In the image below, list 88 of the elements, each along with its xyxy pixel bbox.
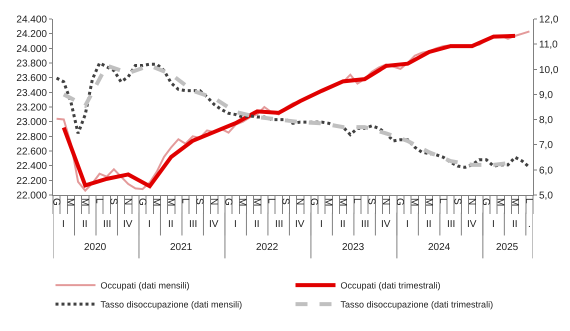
x-tick-label: N bbox=[380, 198, 391, 206]
text: II bbox=[168, 219, 174, 230]
x-tick-label: N bbox=[466, 198, 477, 206]
x-tick-label: M bbox=[236, 198, 248, 206]
text: I bbox=[148, 219, 151, 230]
text: III bbox=[361, 219, 370, 230]
text: 2023 bbox=[342, 242, 365, 253]
text: IV bbox=[381, 219, 391, 230]
legend-label: Occupati (dati trimestrali) bbox=[340, 280, 441, 291]
text: III bbox=[103, 219, 112, 230]
x-tick-label: N bbox=[122, 198, 133, 206]
y2-tick-label: 6,0 bbox=[539, 165, 554, 176]
x-tick-label: N bbox=[294, 198, 305, 206]
text: III bbox=[447, 219, 456, 230]
y-tick-label: 22.000 bbox=[16, 190, 48, 202]
y2-tick-label: 9,0 bbox=[539, 90, 554, 101]
y-tick-label: 22.800 bbox=[16, 132, 48, 143]
x-tick-label: M bbox=[150, 198, 162, 206]
y2-tick-label: 7,0 bbox=[539, 140, 554, 152]
text: I bbox=[62, 219, 65, 230]
y-tick-label: 23.400 bbox=[16, 88, 48, 99]
x-tick-label: N bbox=[208, 198, 219, 206]
text: II bbox=[340, 219, 346, 230]
text: II bbox=[512, 219, 518, 230]
text: IV bbox=[123, 219, 133, 230]
text: IV bbox=[467, 219, 477, 230]
x-tick-label: M bbox=[336, 198, 348, 206]
text: . bbox=[528, 219, 531, 230]
x-tick-label: L bbox=[93, 198, 104, 204]
y-tick-label: 22.200 bbox=[16, 176, 48, 187]
x-tick-label: G bbox=[136, 198, 148, 206]
text: II bbox=[82, 219, 88, 230]
text: 2022 bbox=[256, 242, 279, 253]
text: 2025 bbox=[496, 242, 519, 253]
y2-tick-label: 10,0 bbox=[539, 64, 559, 76]
y-tick-label: 23.000 bbox=[16, 117, 48, 128]
text: 2020 bbox=[84, 242, 107, 253]
text: III bbox=[275, 219, 284, 230]
text: II bbox=[254, 219, 260, 230]
legend-label: Tasso disoccupazione (dati trimestrali) bbox=[340, 300, 494, 310]
x-tick-label: M bbox=[408, 198, 420, 206]
x-tick-label: G bbox=[222, 198, 234, 206]
x-tick-label: M bbox=[250, 198, 262, 206]
text: I bbox=[320, 219, 323, 230]
x-tick-label: M bbox=[78, 198, 90, 206]
x-tick-label: M bbox=[322, 198, 334, 206]
x-tick-label: M bbox=[164, 198, 176, 206]
y-tick-label: 24.200 bbox=[16, 29, 48, 40]
x-tick-label: S bbox=[366, 198, 377, 205]
x-tick-label: G bbox=[480, 198, 492, 206]
x-tick-label: S bbox=[194, 198, 205, 205]
text: 2024 bbox=[428, 242, 451, 253]
text: IV bbox=[209, 219, 219, 230]
y-tick-label: 24.000 bbox=[16, 44, 48, 55]
x-tick-label: G bbox=[50, 198, 62, 206]
text: I bbox=[406, 219, 409, 230]
x-tick-label: G bbox=[394, 198, 406, 206]
y2-tick-label: 5,0 bbox=[539, 190, 554, 202]
x-tick-label: M bbox=[422, 198, 434, 206]
y-tick-label: 23.600 bbox=[16, 73, 48, 84]
x-tick-label: M bbox=[508, 198, 520, 206]
x-tick-label: L bbox=[523, 198, 534, 204]
y-tick-label: 23.200 bbox=[16, 102, 48, 114]
x-tick-label: M bbox=[64, 198, 76, 206]
text: II bbox=[426, 219, 432, 230]
text: I bbox=[492, 219, 495, 230]
x-tick-label: L bbox=[351, 198, 362, 204]
x-tick-label: S bbox=[280, 198, 291, 205]
y-tick-label: 23.800 bbox=[16, 58, 48, 70]
x-tick-label: L bbox=[179, 198, 190, 204]
text: 2021 bbox=[170, 242, 193, 253]
x-tick-label: L bbox=[437, 198, 448, 204]
x-tick-label: S bbox=[108, 198, 119, 205]
text: I bbox=[234, 219, 237, 230]
text: III bbox=[189, 219, 198, 230]
y-tick-label: 22.400 bbox=[16, 161, 48, 172]
x-tick-label: G bbox=[308, 198, 320, 206]
x-tick-label: M bbox=[494, 198, 506, 206]
y2-tick-label: 8,0 bbox=[539, 115, 554, 126]
y-tick-label: 24.400 bbox=[16, 14, 48, 26]
y-tick-label: 22.600 bbox=[16, 146, 48, 158]
y2-tick-label: 12,0 bbox=[539, 14, 559, 26]
x-tick-label: S bbox=[452, 198, 463, 205]
y2-tick-label: 11,0 bbox=[539, 40, 558, 51]
x-tick-label: L bbox=[265, 198, 276, 204]
legend-label: Occupati (dati mensili) bbox=[100, 280, 190, 291]
legend-label: Tasso disoccupazione (dati mensili) bbox=[100, 300, 242, 310]
text: IV bbox=[295, 219, 305, 230]
